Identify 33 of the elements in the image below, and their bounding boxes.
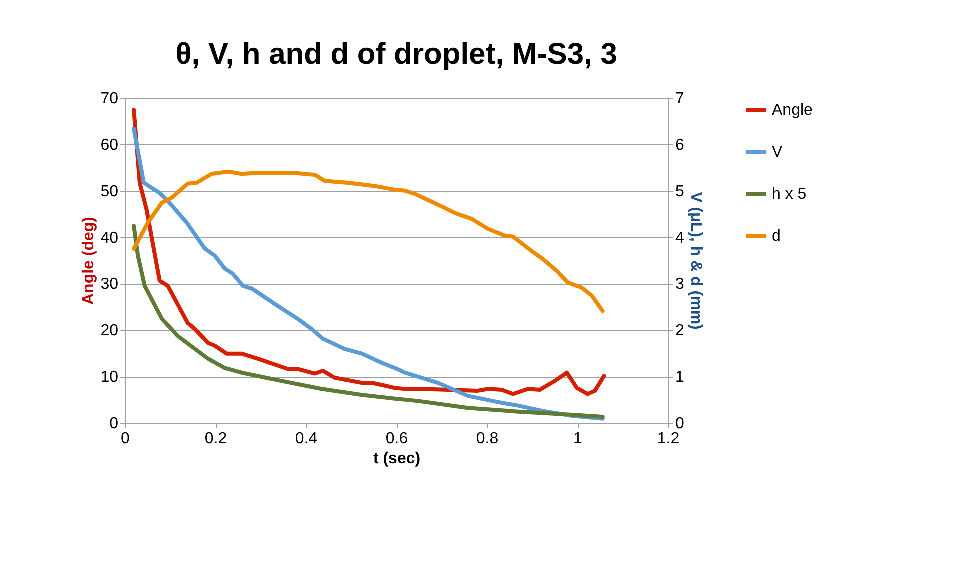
- legend-label: V: [772, 144, 783, 161]
- x-tick-label: 0.2: [204, 430, 228, 448]
- y2-tick-label: 0: [676, 416, 684, 432]
- chart-title: θ, V, h and d of droplet, M-S3, 3: [176, 38, 618, 71]
- legend-label: h x 5: [772, 186, 807, 203]
- legend-label: Angle: [772, 102, 814, 119]
- x-tick-label: 1: [574, 430, 583, 448]
- y-tick-label: 50: [100, 183, 119, 200]
- x-tick-label: 0: [121, 430, 130, 448]
- line-series: [132, 170, 605, 314]
- x-tick-label: 1.2: [657, 430, 680, 448]
- y2-tick-label: 3: [676, 276, 684, 294]
- x-tick-label: 0.4: [295, 430, 318, 448]
- y-tick-label: 10: [100, 369, 119, 386]
- line-series: [132, 224, 605, 419]
- y2-axis-title: V (μL), h & d (mm): [687, 192, 704, 330]
- y-axis-title: Angle (deg): [80, 217, 98, 305]
- y2-tick-label: 7: [676, 90, 684, 108]
- y2-tick-label: 6: [676, 136, 684, 154]
- y2-tick-label: 1: [676, 369, 684, 386]
- x-tick-label: 0.6: [386, 430, 408, 448]
- y2-tick-label: 5: [676, 183, 684, 200]
- y-tick-label: 70: [100, 90, 119, 108]
- y2-tick-label: 2: [676, 322, 684, 340]
- y-tick-label: 20: [100, 322, 119, 340]
- x-axis-title: t (sec): [373, 450, 421, 468]
- y-tick-label: 0: [110, 416, 119, 432]
- y-tick-label: 30: [100, 276, 119, 294]
- legend-label: d: [772, 228, 781, 245]
- x-tick-label: 0.8: [476, 430, 499, 448]
- y-tick-label: 60: [100, 136, 119, 154]
- y2-tick-label: 4: [676, 230, 684, 247]
- y-tick-label: 40: [100, 230, 119, 247]
